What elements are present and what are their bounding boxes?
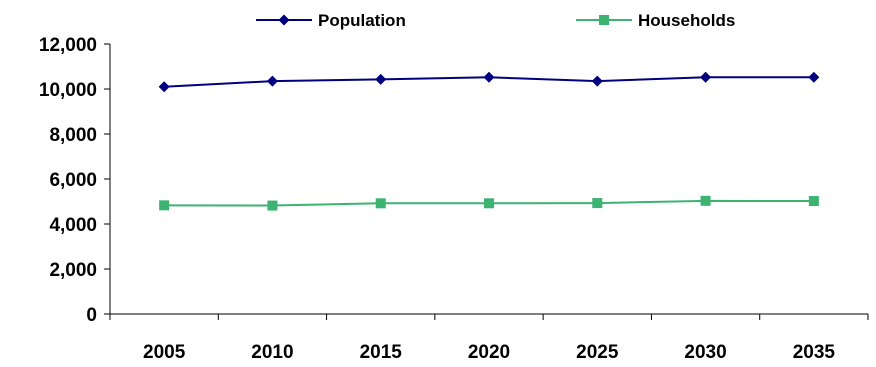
- data-point-square: [700, 195, 711, 206]
- data-point-diamond: [808, 71, 820, 83]
- series-layer: [158, 71, 820, 211]
- x-tick-label: 2010: [251, 342, 293, 362]
- x-tick-label: 2020: [468, 342, 510, 362]
- data-point-diamond: [266, 75, 278, 87]
- y-tick-label: 10,000: [39, 80, 97, 101]
- y-tick-label: 4,000: [49, 215, 97, 236]
- y-tick-label: 8,000: [49, 125, 97, 146]
- data-point-diamond: [158, 81, 170, 93]
- x-tick-label: 2005: [143, 342, 186, 362]
- series-households: [159, 195, 819, 211]
- legend: Population Households: [256, 11, 735, 30]
- legend-label: Households: [638, 11, 735, 30]
- data-point-diamond: [700, 71, 712, 83]
- data-point-square: [592, 198, 603, 209]
- x-tick-label: 2025: [576, 342, 619, 362]
- axes: 0 2,000 4,000 6,000 8,000 10,000 12,000 2005 201…: [39, 35, 869, 363]
- series-population: [158, 71, 820, 93]
- data-point-diamond: [375, 73, 387, 85]
- x-tick-label: 2030: [684, 342, 726, 362]
- data-point-square: [375, 198, 386, 209]
- legend-marker-diamond: [278, 14, 290, 26]
- legend-marker-square: [599, 15, 609, 25]
- data-point-square: [159, 200, 170, 211]
- x-tick-label: 2015: [360, 342, 403, 362]
- legend-item-households: Households: [576, 11, 735, 30]
- x-tick-label: 2035: [793, 342, 836, 362]
- y-tick-label: 12,000: [39, 35, 97, 56]
- y-tick-label: 2,000: [49, 260, 97, 281]
- data-point-square: [808, 196, 819, 207]
- data-point-square: [484, 198, 494, 209]
- data-point-square: [267, 200, 278, 211]
- legend-label: Population: [318, 11, 406, 30]
- y-tick-label: 6,000: [49, 170, 97, 191]
- y-tick-label: 0: [86, 305, 97, 326]
- data-point-diamond: [591, 75, 603, 87]
- legend-item-population: Population: [256, 11, 406, 30]
- data-point-diamond: [483, 71, 495, 83]
